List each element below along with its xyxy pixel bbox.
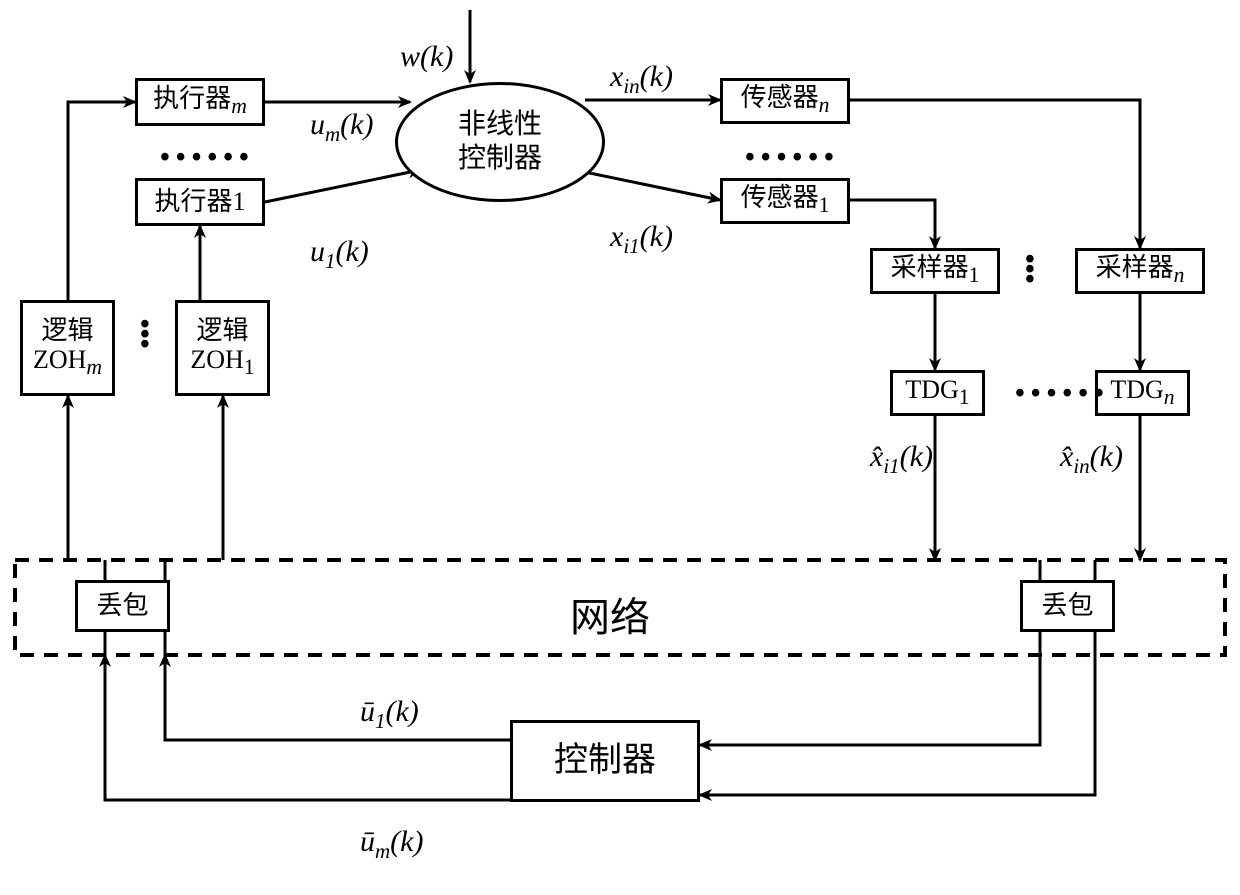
edge-act_1-to-plant — [265, 170, 420, 202]
signal-u_m_k: um(k) — [310, 108, 373, 147]
signal-x_in_k: xin(k) — [610, 60, 673, 99]
edge-plant-to-sensor_1 — [575, 170, 720, 200]
node-sampler_n: 采样器n — [1075, 248, 1205, 294]
node-label-tdg_n: TDGn — [1110, 375, 1174, 410]
node-actuator_1: 执行器1 — [135, 178, 265, 226]
node-label-actuator_1: 执行器1 — [154, 187, 245, 217]
network-label: 网络 — [570, 585, 650, 643]
signal-x_i1_k: xi1(k) — [610, 220, 673, 259]
node-label-sensor_n: 传感器n — [741, 83, 830, 118]
dots-tdg: •••••• — [1015, 378, 1110, 410]
edge-sensor_n-out — [850, 100, 1140, 248]
node-zoh_1: 逻辑ZOH1 — [175, 300, 270, 396]
dots-actuators: •••••• — [160, 142, 255, 174]
node-label-zoh_m: 逻辑ZOHm — [33, 316, 102, 381]
node-label-tdg_1: TDG1 — [905, 375, 969, 410]
node-label-sampler_n: 采样器n — [1096, 253, 1185, 288]
signal-ubar_m: ūm(k) — [360, 825, 423, 864]
signal-w_k: w(k) — [400, 40, 453, 74]
node-label-controller: 控制器 — [554, 741, 656, 780]
node-label-zoh_1: 逻辑ZOH1 — [190, 316, 254, 381]
signal-ubar_1: ū1(k) — [360, 695, 419, 734]
edge-sensor_1-out — [850, 200, 935, 248]
node-sensor_n: 传感器n — [720, 78, 850, 124]
signal-u_1_k: u1(k) — [310, 235, 369, 274]
signal-xhat_i1: x̂i1(k) — [870, 440, 933, 479]
edge-ctrl-drop_l-1 — [165, 655, 510, 740]
node-actuator_m: 执行器m — [135, 78, 265, 126]
node-zoh_m: 逻辑ZOHm — [20, 300, 115, 396]
node-drop_right: 丢包 — [1020, 580, 1115, 632]
node-controller: 控制器 — [510, 720, 700, 802]
edge-zoh_m-act_m — [68, 102, 135, 300]
node-sampler_1: 采样器1 — [870, 248, 1000, 294]
plant-ellipse: 非线性控制器 — [395, 82, 605, 202]
node-tdg_1: TDG1 — [890, 370, 985, 416]
node-label-drop_right: 丢包 — [1041, 591, 1093, 621]
node-label-sampler_1: 采样器1 — [891, 253, 980, 288]
node-label-actuator_m: 执行器m — [153, 84, 247, 119]
edge-drop_r-ctrl-2 — [700, 655, 1095, 795]
dots-sensors: •••••• — [745, 142, 840, 174]
dots-samplers: ••• — [1025, 255, 1035, 285]
diagram-canvas: 非线性控制器 执行器m 执行器1 传感器n 传感器1 采样器1 采样器n TDG1 TDGn 逻… — [0, 0, 1240, 895]
node-label-drop_left: 丢包 — [96, 591, 148, 621]
edge-ctrl-drop_l-2 — [105, 655, 510, 800]
node-label-sensor_1: 传感器1 — [741, 183, 830, 218]
dots-zoh: ••• — [140, 320, 150, 350]
plant-label: 非线性控制器 — [458, 108, 542, 175]
node-sensor_1: 传感器1 — [720, 178, 850, 224]
node-drop_left: 丢包 — [75, 580, 170, 632]
edge-drop_r-ctrl-1 — [700, 655, 1040, 745]
signal-xhat_in: x̂in(k) — [1060, 440, 1123, 479]
